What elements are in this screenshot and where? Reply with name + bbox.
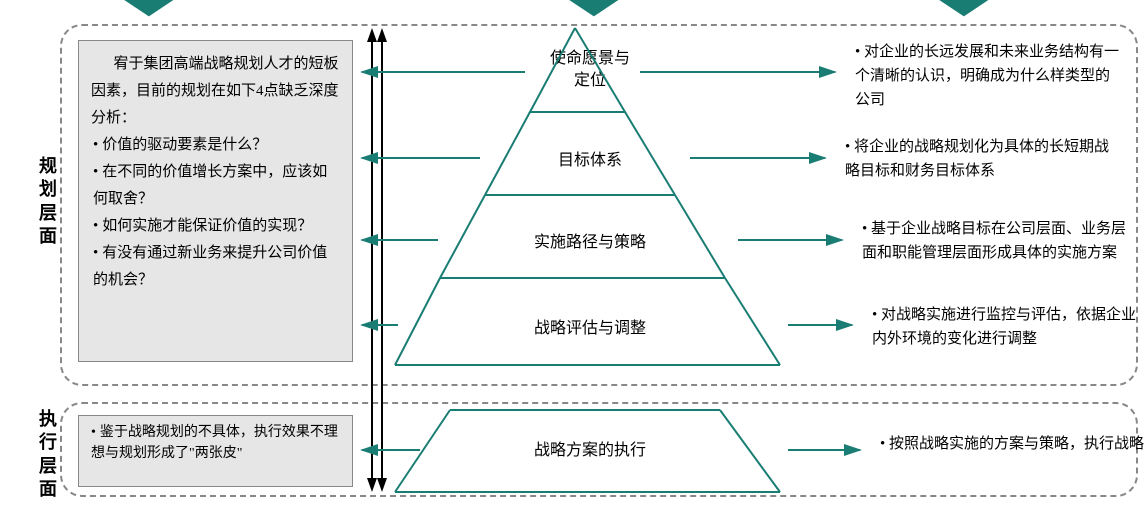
pyr-label-2: 目标体系	[530, 150, 650, 172]
execution-label: 执行层面	[38, 408, 58, 502]
pyr-desc-3: 基于企业战略目标在公司层面、业务层面和职能管理层面形成具体的实施方案	[862, 217, 1127, 265]
execution-bullets: 鉴于战略规划的不具体，执行效果不理想与规划形成了"两张皮"	[89, 422, 342, 464]
planning-bullet-1: 价值的驱动要素是什么？	[93, 132, 340, 159]
pyr-label-5: 战略方案的执行	[495, 440, 685, 462]
top-arrow-2: ▼	[552, 0, 635, 24]
execution-grey-box: 鉴于战略规划的不具体，执行效果不理想与规划形成了"两张皮"	[78, 415, 353, 487]
planning-bullets: 价值的驱动要素是什么？ 在不同的价值增长方案中，应该如何取舍？ 如何实施才能保证…	[91, 132, 340, 294]
planning-grey-box: 宥于集团高端战略规划人才的短板因素，目前的规划在如下4点缺乏深度分析： 价值的驱…	[78, 40, 353, 362]
planning-bullet-2: 在不同的价值增长方案中，应该如何取舍？	[93, 159, 340, 213]
pyr-desc-5: 按照战略实施的方案与策略，执行战略	[880, 432, 1145, 456]
pyr-label-3: 实施路径与策略	[510, 232, 670, 254]
pyr-desc-2: 将企业的战略规划化为具体的长短期战略目标和财务目标体系	[845, 135, 1110, 183]
pyr-desc-1: 对企业的长远发展和未来业务结构有一个清晰的认识，明确成为什么样类型的公司	[855, 40, 1120, 112]
execution-bullet-1: 鉴于战略规划的不具体，执行效果不理想与规划形成了"两张皮"	[91, 422, 342, 464]
planning-intro: 宥于集团高端战略规划人才的短板因素，目前的规划在如下4点缺乏深度分析：	[91, 51, 340, 132]
top-arrows-row: ▼ ▼ ▼	[0, 0, 1146, 18]
top-arrow-3: ▼	[922, 0, 1005, 24]
planning-bullet-4: 有没有通过新业务来提升公司价值的机会？	[93, 240, 340, 294]
planning-label: 规划层面	[38, 155, 58, 249]
top-arrow-1: ▼	[107, 0, 190, 24]
pyr-label-1: 使命愿景与定位	[545, 48, 635, 93]
pyr-label-4: 战略评估与调整	[495, 318, 685, 340]
pyr-desc-4: 对战略实施进行监控与评估，依据企业内外环境的变化进行调整	[872, 303, 1137, 351]
planning-bullet-3: 如何实施才能保证价值的实现？	[93, 213, 340, 240]
